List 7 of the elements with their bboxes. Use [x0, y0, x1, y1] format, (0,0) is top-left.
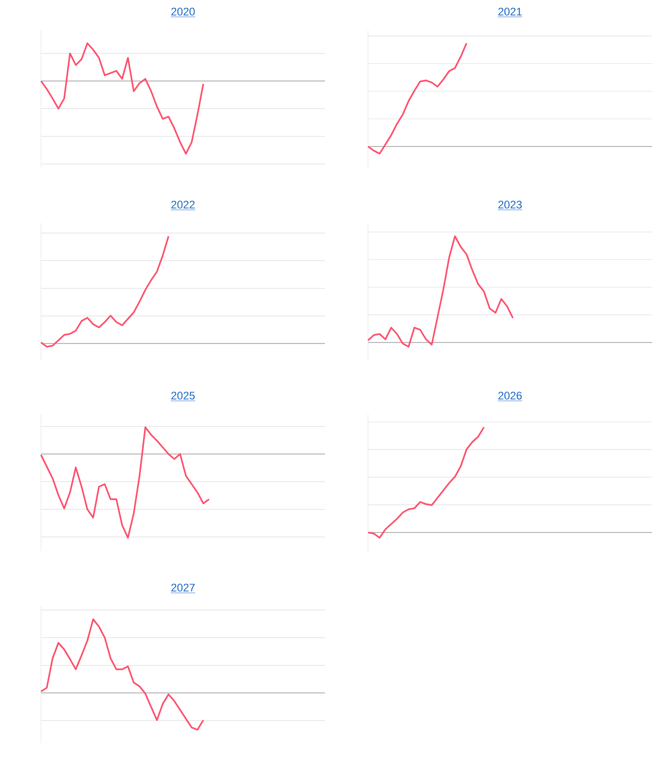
chart-title: 2027 [171, 584, 194, 592]
chart-title: 2025 [171, 392, 195, 400]
chart-title: 2023 [498, 200, 522, 208]
chart-title: 2026 [498, 392, 522, 400]
chart-title: 2020 [171, 8, 195, 16]
chart-title: 2021 [498, 8, 522, 16]
chart-title: 2022 [171, 200, 194, 208]
